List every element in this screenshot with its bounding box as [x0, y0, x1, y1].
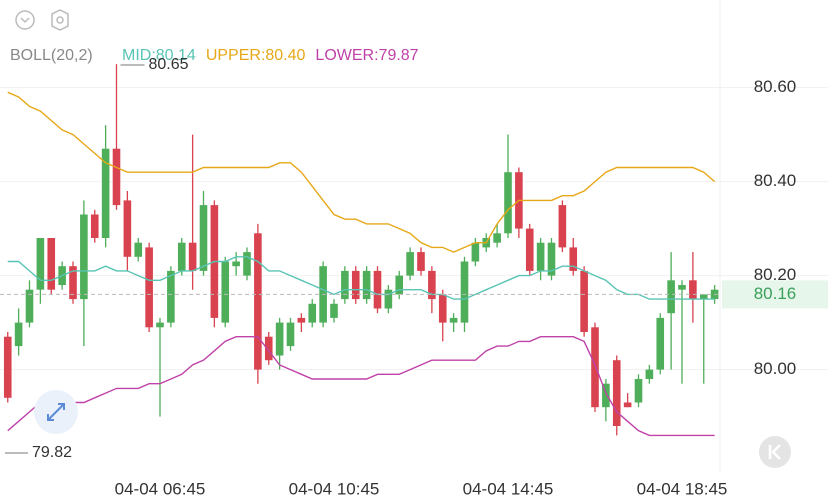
- x-tick-label: 04-04 06:45: [115, 479, 206, 498]
- candle-body: [438, 294, 447, 323]
- last-price-tag: [722, 280, 828, 309]
- candle-body: [112, 148, 121, 206]
- candle-body: [362, 270, 371, 300]
- candle-body: [602, 383, 610, 408]
- legend-entry: UPPER:80.40: [206, 47, 306, 64]
- x-tick-label: 04-04 18:45: [637, 479, 728, 498]
- last-price-label: 80.16: [754, 284, 797, 303]
- candle-body: [460, 261, 469, 323]
- candle-body: [90, 214, 99, 238]
- candle-body: [341, 270, 349, 300]
- candle-body: [264, 336, 273, 361]
- legend-entry: LOWER:79.87: [315, 47, 418, 64]
- candle-body: [634, 379, 643, 403]
- candle-body: [188, 242, 197, 271]
- candle-body: [69, 266, 77, 300]
- y-tick-label: 80.40: [754, 171, 797, 190]
- candle-body: [275, 322, 284, 356]
- candle-body: [14, 322, 23, 347]
- x-tick-label: 04-04 14:45: [463, 479, 554, 498]
- candle-body: [525, 228, 534, 271]
- candle-body: [145, 247, 153, 328]
- candle-body: [699, 294, 708, 300]
- candle-body: [373, 270, 382, 309]
- candle-body: [330, 303, 338, 318]
- candle-body: [36, 238, 45, 290]
- candle-body: [297, 317, 306, 323]
- candle-body: [406, 252, 414, 276]
- y-tick-label: 80.20: [754, 265, 797, 284]
- candle-body: [536, 242, 545, 271]
- candle-body: [471, 242, 480, 262]
- candle-body: [232, 261, 240, 267]
- candle-body: [286, 322, 295, 347]
- boll-line: [7, 336, 715, 437]
- candle-body: [254, 233, 262, 370]
- plot-area: [0, 64, 828, 437]
- candle-body: [678, 285, 686, 290]
- candle-body: [449, 317, 458, 323]
- candle-body: [656, 317, 665, 370]
- candle-body: [667, 280, 675, 314]
- expand-button[interactable]: [34, 390, 78, 434]
- candle-body: [47, 238, 56, 290]
- candle-body: [689, 280, 697, 300]
- collapse-button[interactable]: [15, 10, 35, 30]
- candle-body: [156, 322, 164, 328]
- indicator-title: BOLL(20,2): [10, 47, 93, 64]
- candle-body: [25, 289, 34, 323]
- candle-body: [547, 242, 556, 276]
- candle-body: [123, 200, 132, 257]
- candle-body: [569, 247, 578, 271]
- candle-body: [493, 233, 501, 243]
- candle-body: [351, 270, 360, 300]
- y-tick-label: 80.00: [754, 359, 797, 378]
- candle-body: [645, 369, 654, 379]
- candle-body: [177, 242, 186, 271]
- y-tick-label: 80.60: [754, 77, 797, 96]
- candle-body: [3, 336, 12, 398]
- candle-body: [243, 252, 251, 276]
- candle-body: [308, 303, 317, 323]
- candle-body: [623, 402, 632, 408]
- candle-body: [384, 289, 393, 309]
- candle-body: [580, 270, 588, 332]
- back-button[interactable]: [759, 436, 791, 468]
- candle-body: [199, 205, 208, 271]
- high-annotation: 80.65: [149, 56, 189, 73]
- boll-line: [7, 91, 716, 253]
- settings-button[interactable]: [51, 9, 69, 31]
- x-tick-label: 04-04 10:45: [289, 479, 380, 498]
- candle-body: [134, 242, 143, 257]
- candle-body: [101, 148, 110, 238]
- legend: BOLL(20,2) MID:80.14 UPPER:80.40 LOWER:79.…: [10, 47, 419, 64]
- candle-body: [221, 261, 230, 323]
- candle-body: [591, 327, 599, 408]
- candle-body: [167, 270, 175, 323]
- legend-entry: MID:80.14: [122, 47, 196, 64]
- candle-body: [504, 172, 512, 234]
- candle-body: [80, 214, 88, 300]
- candle-body: [428, 270, 436, 300]
- boll-line: [7, 256, 715, 300]
- candle-body: [417, 252, 425, 271]
- candle-body: [612, 360, 621, 426]
- candle-body: [395, 275, 404, 295]
- low-annotation: 79.82: [32, 444, 72, 461]
- candle-body: [558, 205, 567, 248]
